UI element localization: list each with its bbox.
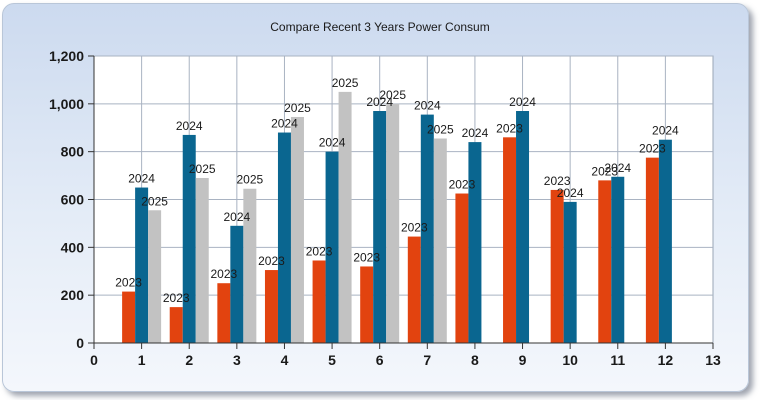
- bar-2024-7: [420, 114, 434, 344]
- data-label-2025-2: 2025: [189, 162, 216, 176]
- x-tick-label: 5: [328, 352, 336, 368]
- bar-2023-7: [407, 236, 421, 343]
- bar-2023-9: [503, 137, 517, 343]
- data-label-2024-4: 2024: [271, 117, 298, 131]
- x-tick-label: 12: [658, 352, 674, 368]
- x-tick-label: 8: [471, 352, 479, 368]
- x-tick-label: 2: [185, 352, 193, 368]
- data-label-2024-11: 2024: [604, 161, 631, 175]
- y-tick-label: 400: [61, 239, 85, 255]
- data-label-2023-9: 2023: [496, 121, 523, 135]
- data-label-2023-7: 2023: [401, 221, 428, 235]
- data-label-2024-9: 2024: [509, 95, 536, 109]
- y-tick-label: 600: [61, 192, 85, 208]
- x-tick-label: 10: [562, 352, 578, 368]
- x-tick-label: 9: [519, 352, 527, 368]
- bar-2023-10: [550, 189, 564, 343]
- bar-2023-2: [169, 307, 183, 343]
- data-label-2024-1: 2024: [128, 172, 155, 186]
- bar-2024-6: [373, 111, 387, 343]
- x-tick-label: 6: [376, 352, 384, 368]
- data-label-2023-8: 2023: [449, 178, 476, 192]
- bars: [122, 91, 672, 344]
- bar-2024-3: [230, 225, 244, 343]
- bar-2024-4: [277, 132, 291, 343]
- data-label-2023-3: 2023: [210, 267, 237, 281]
- data-label-2023-5: 2023: [306, 244, 333, 258]
- bar-2025-7: [433, 138, 447, 343]
- bar-2024-8: [468, 142, 482, 343]
- data-label-2024-3: 2024: [223, 210, 250, 224]
- bar-2025-6: [386, 103, 400, 343]
- bar-2024-5: [325, 151, 339, 343]
- x-tick-label: 11: [610, 352, 625, 368]
- data-label-2023-11: 2023: [591, 164, 618, 178]
- y-tick-label: 1,000: [49, 96, 84, 112]
- bar-2025-5: [338, 91, 352, 343]
- x-tick-label: 0: [90, 352, 98, 368]
- x-tick-label: 7: [423, 352, 431, 368]
- x-tick-label: 1: [138, 352, 146, 368]
- data-label-2023-12: 2023: [639, 142, 666, 156]
- bar-2024-11: [611, 176, 625, 343]
- y-tick-label: 0: [76, 335, 84, 351]
- x-tick-label: 3: [233, 352, 241, 368]
- bar-2023-5: [312, 260, 326, 343]
- bar-2024-12: [658, 139, 672, 343]
- data-label-2023-4: 2023: [258, 254, 285, 268]
- data-label-2024-10: 2024: [557, 186, 584, 200]
- bar-2024-1: [135, 187, 149, 343]
- x-tick-label: 4: [281, 352, 289, 368]
- bar-2024-9: [516, 111, 530, 343]
- bar-2024-10: [563, 201, 577, 343]
- data-label-2023-1: 2023: [115, 276, 142, 290]
- bar-2023-11: [598, 180, 612, 343]
- bar-2023-3: [217, 283, 231, 343]
- y-tick-label: 200: [61, 287, 85, 303]
- data-labels: 2023 2023 2023 2023 2023 2023 2023 2023 2023 2023…: [115, 76, 679, 305]
- bar-2023-12: [645, 157, 659, 343]
- data-label-2023-10: 2023: [544, 174, 571, 188]
- bar-2023-4: [264, 270, 278, 343]
- data-label-2025-1: 2025: [141, 194, 168, 208]
- data-label-2025-4: 2025: [284, 101, 311, 115]
- bar-2025-2: [195, 177, 209, 343]
- bar-2025-3: [243, 188, 257, 343]
- data-label-2025-5: 2025: [332, 76, 359, 90]
- y-tick-label: 1,200: [49, 48, 84, 64]
- bar-2024-2: [182, 134, 196, 343]
- bar-2023-1: [122, 291, 136, 343]
- data-label-2025-7: 2025: [427, 123, 454, 137]
- bar-2023-8: [455, 193, 469, 343]
- x-tick-label: 13: [705, 352, 721, 368]
- data-label-2023-2: 2023: [163, 291, 190, 305]
- data-label-2023-6: 2023: [353, 250, 380, 264]
- data-label-2024-8: 2024: [462, 126, 489, 140]
- data-label-2024-6: 2024: [366, 95, 393, 109]
- bar-2025-4: [290, 116, 304, 343]
- data-label-2025-3: 2025: [236, 173, 263, 187]
- y-tick-label: 800: [61, 144, 85, 160]
- data-label-2024-5: 2024: [319, 136, 346, 150]
- chart-title: Compare Recent 3 Years Power Consum: [270, 20, 489, 34]
- data-label-2025-6: 2025: [379, 88, 406, 102]
- data-label-2024-2: 2024: [176, 119, 203, 133]
- data-label-2024-7: 2024: [414, 99, 441, 113]
- bar-2023-6: [360, 266, 374, 343]
- data-label-2024-12: 2024: [652, 124, 679, 138]
- bar-2025-1: [148, 210, 162, 343]
